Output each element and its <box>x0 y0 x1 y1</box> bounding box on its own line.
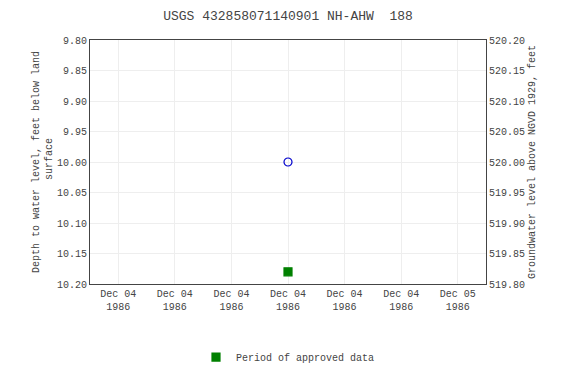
svg-text:520.05: 520.05 <box>489 127 525 138</box>
svg-text:10.20: 10.20 <box>57 280 87 291</box>
svg-text:Dec 041986: Dec 041986 <box>157 289 193 313</box>
svg-text:519.90: 519.90 <box>489 219 525 230</box>
svg-text:Period of approved data: Period of approved data <box>236 353 374 364</box>
svg-text:519.80: 519.80 <box>489 280 525 291</box>
svg-text:9.90: 9.90 <box>63 97 87 108</box>
svg-text:Dec 041986: Dec 041986 <box>270 289 306 313</box>
svg-text:10.15: 10.15 <box>57 249 87 260</box>
svg-text:Dec 051986: Dec 051986 <box>440 289 476 313</box>
svg-text:520.20: 520.20 <box>489 36 525 47</box>
svg-text:520.15: 520.15 <box>489 66 525 77</box>
svg-text:Dec 041986: Dec 041986 <box>327 289 363 313</box>
svg-text:9.85: 9.85 <box>63 66 87 77</box>
svg-text:10.10: 10.10 <box>57 219 87 230</box>
svg-text:Dec 041986: Dec 041986 <box>213 289 249 313</box>
svg-text:519.95: 519.95 <box>489 188 525 199</box>
svg-text:9.80: 9.80 <box>63 36 87 47</box>
svg-text:Groundwater level above NGVD 1: Groundwater level above NGVD 1929, feet <box>527 45 538 279</box>
svg-text:519.85: 519.85 <box>489 249 525 260</box>
svg-text:10.00: 10.00 <box>57 158 87 169</box>
svg-text:Depth to water level, feet bel: Depth to water level, feet below land su… <box>31 51 55 273</box>
svg-text:USGS 432858071140901 NH-AHW 1: USGS 432858071140901 NH-AHW 188 <box>163 9 413 24</box>
svg-text:10.05: 10.05 <box>57 188 87 199</box>
svg-text:520.00: 520.00 <box>489 158 525 169</box>
svg-text:9.95: 9.95 <box>63 127 87 138</box>
svg-text:Dec 041986: Dec 041986 <box>100 289 136 313</box>
svg-text:520.10: 520.10 <box>489 97 525 108</box>
svg-text:Dec 041986: Dec 041986 <box>383 289 419 313</box>
